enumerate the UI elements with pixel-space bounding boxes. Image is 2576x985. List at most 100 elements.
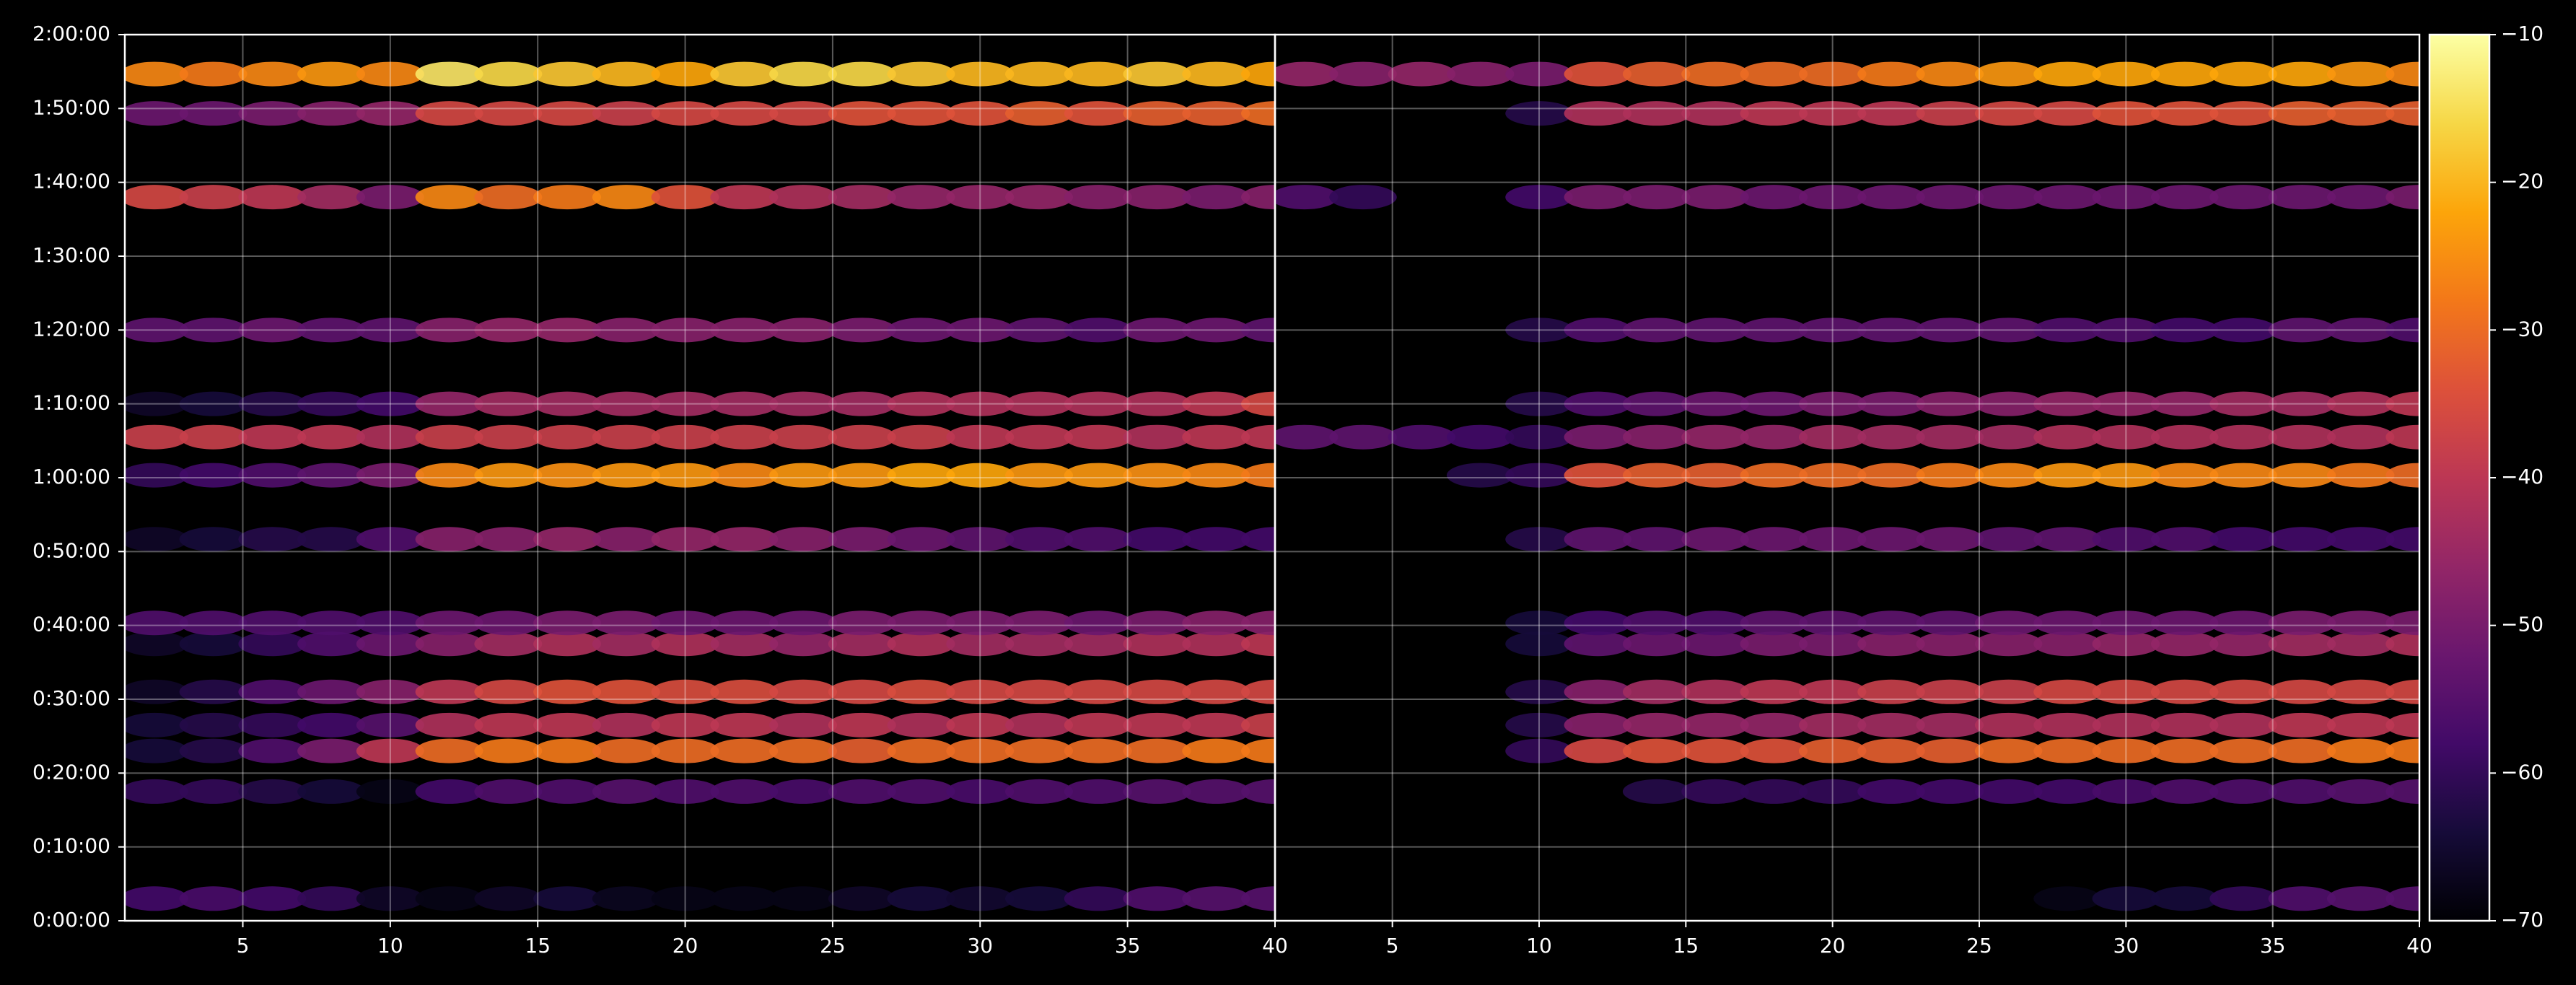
- heatmap-cell: [887, 712, 955, 737]
- heatmap-cell: [769, 886, 838, 911]
- heatmap-cell: [1974, 610, 2043, 636]
- heatmap-cell: [238, 463, 307, 488]
- heatmap-cell: [2268, 185, 2336, 210]
- heatmap-cell: [651, 738, 719, 763]
- heatmap-cell: [1622, 185, 1691, 210]
- heatmap-cell: [2326, 463, 2395, 488]
- heatmap-cell: [179, 391, 247, 416]
- heatmap-cell: [1005, 610, 1074, 636]
- heatmap-cell: [946, 779, 1015, 804]
- heatmap-cell: [1564, 738, 1632, 763]
- heatmap-cell: [946, 679, 1015, 704]
- heatmap-cell: [887, 610, 955, 636]
- heatmap-cell: [1798, 61, 1867, 87]
- heatmap-cell: [1064, 391, 1132, 416]
- heatmap-cell: [2268, 631, 2336, 657]
- heatmap-cell: [828, 527, 896, 552]
- heatmap-cell: [1916, 463, 1984, 488]
- y-tick-label: 1:30:00: [32, 243, 110, 267]
- heatmap-cell: [1329, 61, 1397, 87]
- heatmap-cell: [179, 185, 247, 210]
- heatmap-cell: [297, 631, 366, 657]
- heatmap-cell: [1241, 185, 1275, 210]
- heatmap-cell: [769, 101, 838, 126]
- heatmap-cell: [1916, 631, 1984, 657]
- heatmap-cell: [710, 886, 779, 911]
- heatmap-cell: [1798, 527, 1867, 552]
- heatmap-cell: [769, 185, 838, 210]
- heatmap-cell: [946, 61, 1015, 87]
- heatmap-cell: [2326, 527, 2395, 552]
- heatmap-cell: [1505, 610, 1573, 636]
- colorbar-tick-label: −40: [2501, 465, 2544, 489]
- heatmap-cell: [297, 610, 366, 636]
- heatmap-cell: [710, 631, 779, 657]
- heatmap-cell: [297, 738, 366, 763]
- heatmap-cell: [1798, 185, 1867, 210]
- heatmap-cell: [1857, 679, 1925, 704]
- heatmap-cell: [2150, 779, 2219, 804]
- heatmap-cell: [1974, 631, 2043, 657]
- heatmap-cell: [710, 318, 779, 343]
- heatmap-cell: [946, 610, 1015, 636]
- heatmap-cell: [415, 391, 483, 416]
- heatmap-cell: [1974, 424, 2043, 450]
- heatmap-cell: [533, 424, 602, 450]
- heatmap-cell: [1005, 424, 1074, 450]
- heatmap-cell: [2209, 61, 2277, 87]
- heatmap-cell: [179, 318, 247, 343]
- heatmap-cell: [1446, 61, 1515, 87]
- x-tick-label: 35: [1115, 934, 1141, 958]
- heatmap-cell: [2326, 391, 2395, 416]
- heatmap-cell: [946, 527, 1015, 552]
- heatmap-cell: [356, 391, 424, 416]
- heatmap-cell: [1740, 610, 1808, 636]
- heatmap-cell: [415, 779, 483, 804]
- heatmap-cell: [533, 391, 602, 416]
- heatmap-cell: [1123, 527, 1191, 552]
- heatmap-cell: [946, 318, 1015, 343]
- heatmap-cell: [356, 101, 424, 126]
- heatmap-cell: [2326, 318, 2395, 343]
- heatmap-cell: [1005, 779, 1074, 804]
- heatmap-cell: [651, 391, 719, 416]
- heatmap-cell: [887, 463, 955, 488]
- heatmap-cell: [592, 318, 660, 343]
- heatmap-cell: [1064, 101, 1132, 126]
- heatmap-cell: [2150, 738, 2219, 763]
- heatmap-cell: [828, 679, 896, 704]
- heatmap-cell: [1916, 779, 1984, 804]
- x-tick-label: 25: [820, 934, 846, 958]
- x-tick-label: 25: [1966, 934, 1992, 958]
- heatmap-cell: [2326, 779, 2395, 804]
- heatmap-cell: [1064, 886, 1132, 911]
- heatmap-cell: [1916, 424, 1984, 450]
- heatmap-cell: [238, 610, 307, 636]
- heatmap-cell: [1505, 712, 1573, 737]
- heatmap-cell: [125, 101, 188, 126]
- heatmap-cell: [415, 631, 483, 657]
- y-tick-label: 0:10:00: [32, 834, 110, 858]
- heatmap-cell: [297, 61, 366, 87]
- x-tick-label: 30: [2113, 934, 2139, 958]
- heatmap-cell: [1123, 101, 1191, 126]
- y-tick-label: 0:30:00: [32, 686, 110, 710]
- heatmap-cell: [710, 463, 779, 488]
- heatmap-cell: [2326, 61, 2395, 87]
- heatmap-cell: [1798, 738, 1867, 763]
- heatmap-cell: [179, 886, 247, 911]
- heatmap-cell: [1505, 61, 1573, 87]
- heatmap-cell: [946, 391, 1015, 416]
- heatmap-cell: [356, 424, 424, 450]
- heatmap-cell: [125, 527, 188, 552]
- heatmap-cell: [1681, 631, 1749, 657]
- heatmap-cell: [887, 631, 955, 657]
- heatmap-cell: [2386, 738, 2419, 763]
- heatmap-cell: [1681, 318, 1749, 343]
- heatmap-cell: [1241, 631, 1275, 657]
- heatmap-cell: [1622, 391, 1691, 416]
- heatmap-cell: [297, 527, 366, 552]
- heatmap-cell: [1388, 61, 1456, 87]
- heatmap-cell: [415, 679, 483, 704]
- heatmap-cell: [710, 679, 779, 704]
